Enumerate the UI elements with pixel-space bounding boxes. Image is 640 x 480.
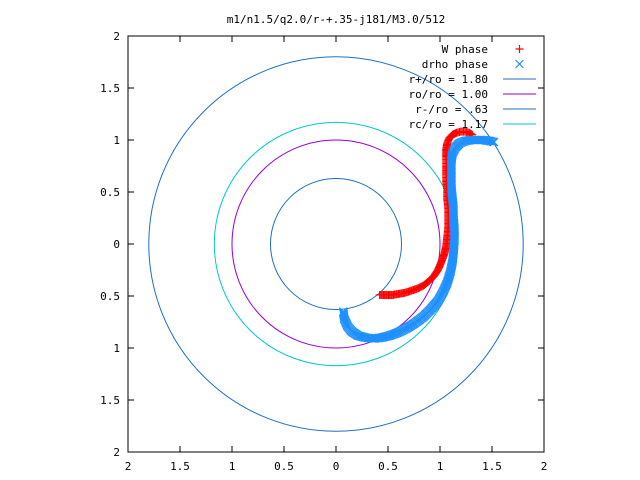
data-point — [488, 137, 498, 147]
chart-title: m1/n1.5/q2.0/r-+.35-j181/M3.0/512 — [227, 13, 446, 26]
y-tick-label: 0 — [113, 238, 120, 251]
y-tick-label: 2 — [113, 446, 120, 459]
y-tick-label: 2 — [113, 30, 120, 43]
radius-circle — [213, 121, 459, 367]
x-tick-label: 1 — [437, 460, 444, 473]
x-tick-label: 2 — [541, 460, 548, 473]
legend-label: W phase — [442, 43, 488, 56]
legend-label: ro/ro = 1.00 — [409, 88, 488, 101]
x-tick-label: 0.5 — [378, 460, 398, 473]
legend-label: rc/ro = 1.17 — [409, 118, 488, 131]
radius-circle — [269, 177, 403, 311]
plot-area — [148, 56, 524, 432]
x-tick-label: 2 — [125, 460, 132, 473]
radius-circle — [148, 56, 524, 432]
y-tick-label: 1.5 — [100, 82, 120, 95]
axis-tick-labels: 2 1.5 1 0.5 0 0.5 1 1.5 221.510.500.511.52 — [100, 30, 547, 473]
y-tick-label: 0.5 — [100, 290, 120, 303]
x-tick-label: 1.5 — [170, 460, 190, 473]
y-tick-label: 1 — [113, 134, 120, 147]
legend-label: r-/ro = .63 — [415, 103, 488, 116]
x-tick-label: 0 — [333, 460, 340, 473]
radius-circle — [231, 139, 441, 349]
y-tick-label: 1 — [113, 342, 120, 355]
y-tick-label: 0.5 — [100, 186, 120, 199]
x-tick-label: 1 — [229, 460, 236, 473]
y-tick-label: 1.5 — [100, 394, 120, 407]
legend: W phase drho phase r+/ro = 1.80 ro/ro = 1.0… — [409, 43, 536, 131]
x-tick-label: 0.5 — [274, 460, 294, 473]
data-point — [486, 136, 496, 146]
axis-ticks — [127, 35, 545, 453]
legend-marker — [515, 59, 524, 69]
x-tick-label: 1.5 — [482, 460, 502, 473]
data-point — [489, 137, 499, 147]
legend-label: drho phase — [422, 58, 488, 71]
legend-label: r+/ro = 1.80 — [409, 73, 488, 86]
legend-marker — [515, 45, 524, 53]
